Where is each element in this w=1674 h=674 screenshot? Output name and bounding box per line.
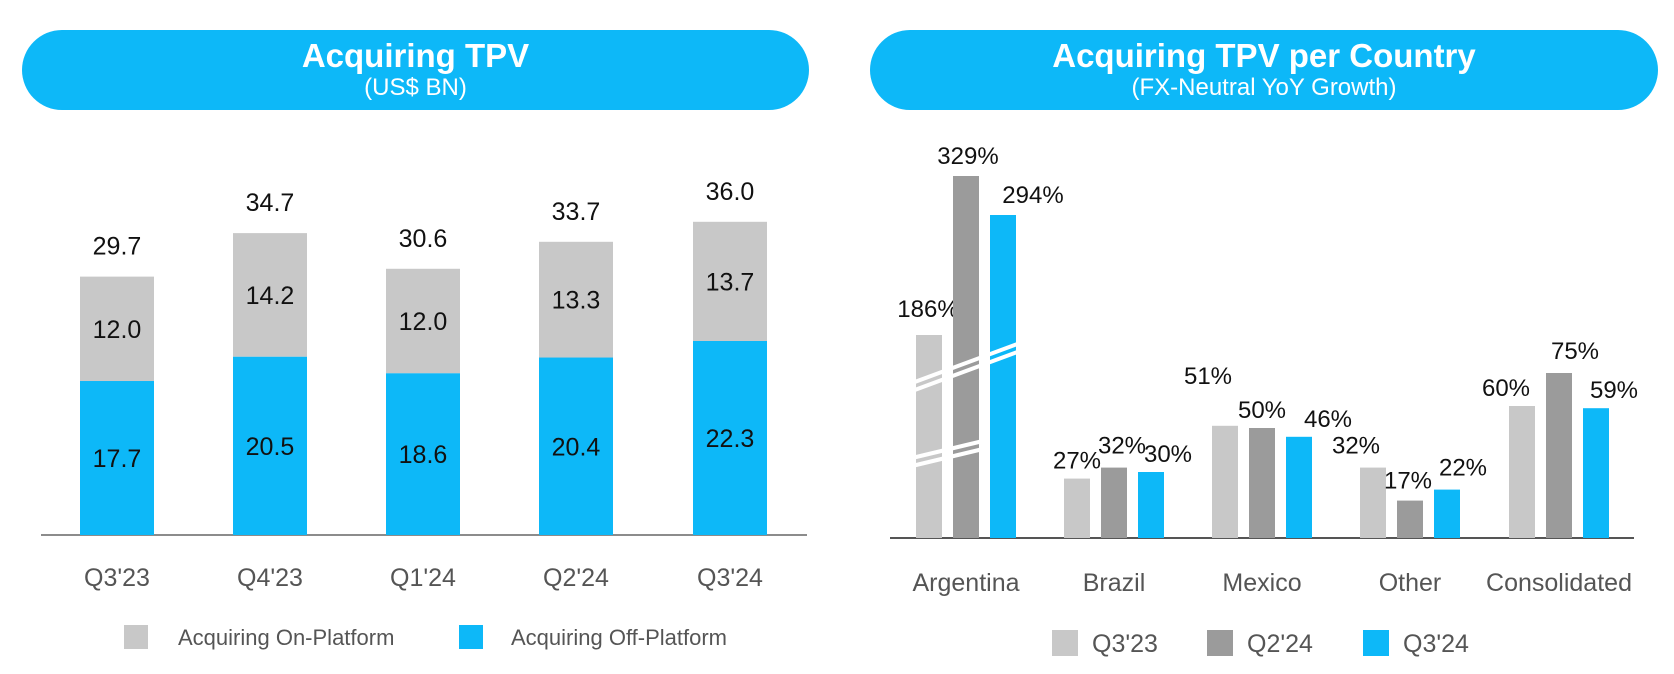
legend-swatch <box>459 625 483 649</box>
data-label-on-platform: 12.0 <box>93 316 142 344</box>
data-label-off-platform: 20.4 <box>552 433 601 461</box>
x-tick-label: Argentina <box>912 569 1019 597</box>
data-label-on-platform: 12.0 <box>399 308 448 336</box>
tpv-stacked-bar-chart: 17.7 12.0 29.7 Q3'23 20.5 14.2 34.7 Q4'23 18.6 12… <box>41 178 807 650</box>
bar-on-platform <box>386 268 460 374</box>
bar-q323 <box>1212 425 1238 538</box>
bar-on-platform <box>693 221 767 341</box>
legend-swatch <box>1052 630 1078 656</box>
data-label: 50% <box>1238 397 1286 424</box>
legend-label: Acquiring On-Platform <box>178 625 394 650</box>
data-label: 60% <box>1482 375 1530 402</box>
data-label: 32% <box>1332 433 1380 460</box>
data-label: 75% <box>1551 338 1599 365</box>
data-label-on-platform: 13.3 <box>552 287 601 315</box>
data-label-total: 29.7 <box>93 233 142 261</box>
legend-label: Q2'24 <box>1247 630 1313 658</box>
data-label: 294% <box>1002 182 1063 209</box>
legend-swatch <box>1363 630 1389 656</box>
bar-on-platform <box>233 233 307 357</box>
axis-break-line <box>911 341 1021 385</box>
data-label: 59% <box>1590 377 1638 404</box>
bar-q224 <box>1546 373 1572 538</box>
data-label: 22% <box>1439 455 1487 482</box>
x-tick-label: Q3'23 <box>84 564 150 592</box>
data-label-on-platform: 13.7 <box>706 268 755 296</box>
country-growth-bar-chart: 186%329%294%Argentina27%32%30%Brazil51%5… <box>890 143 1638 658</box>
tpv-chart-subtitle: (US$ BN) <box>364 74 467 101</box>
x-tick-label: Q3'24 <box>697 564 763 592</box>
data-label: 30% <box>1144 441 1192 468</box>
axis-break-line <box>911 447 984 468</box>
bar-q324 <box>1138 472 1164 538</box>
legend-swatch <box>124 625 148 649</box>
bar-q324 <box>1434 489 1460 538</box>
x-tick-label: Consolidated <box>1486 569 1632 597</box>
tpv-chart-title: Acquiring TPV <box>301 37 530 74</box>
legend-label: Q3'23 <box>1092 630 1158 658</box>
data-label: 329% <box>937 143 998 170</box>
data-label-off-platform: 22.3 <box>706 425 755 453</box>
data-label: 17% <box>1384 468 1432 495</box>
data-label-total: 36.0 <box>706 178 755 206</box>
bar-on-platform <box>539 241 613 358</box>
x-tick-label: Q4'23 <box>237 564 303 592</box>
data-label: 27% <box>1053 448 1101 475</box>
bar-q224 <box>1397 500 1423 538</box>
x-tick-label: Q1'24 <box>390 564 456 592</box>
data-label-total: 34.7 <box>246 189 295 217</box>
country-legend: Q3'23 Q2'24 Q3'24 <box>1052 630 1469 658</box>
data-label-off-platform: 17.7 <box>93 445 142 473</box>
bar-on-platform <box>80 276 154 382</box>
bar-off-platform <box>539 357 613 535</box>
bar-off-platform <box>80 381 154 535</box>
legend-swatch <box>1207 630 1233 656</box>
legend-label: Q3'24 <box>1403 630 1469 658</box>
country-chart-title: Acquiring TPV per Country <box>1052 37 1476 74</box>
data-label: 51% <box>1184 363 1232 390</box>
bar-q224 <box>1101 467 1127 538</box>
legend-label: Acquiring Off-Platform <box>511 625 727 650</box>
axis-break-line <box>911 349 1021 393</box>
bar-q224 <box>1249 428 1275 538</box>
bar-q323 <box>1064 478 1090 538</box>
bar-off-platform <box>386 373 460 535</box>
country-chart-subtitle: (FX-Neutral YoY Growth) <box>1131 74 1397 101</box>
data-label: 46% <box>1304 406 1352 433</box>
bar-off-platform <box>233 356 307 535</box>
data-label-off-platform: 18.6 <box>399 441 448 469</box>
data-label: 32% <box>1098 433 1146 460</box>
axis-break-line <box>911 439 984 460</box>
bar-q323 <box>1360 467 1386 538</box>
data-label-total: 33.7 <box>552 198 601 226</box>
x-tick-label: Other <box>1379 569 1442 597</box>
country-title-banner: Acquiring TPV per Country (FX-Neutral Yo… <box>870 30 1658 110</box>
data-label-on-platform: 14.2 <box>246 282 295 310</box>
bar-q323 <box>1509 406 1535 538</box>
bar-q324 <box>990 215 1016 538</box>
data-label-total: 30.6 <box>399 225 448 253</box>
bar-q323 <box>916 335 942 538</box>
bar-q224 <box>953 176 979 538</box>
bar-q324 <box>1286 436 1312 538</box>
data-label-off-platform: 20.5 <box>246 433 295 461</box>
x-tick-label: Brazil <box>1083 569 1146 597</box>
x-tick-label: Q2'24 <box>543 564 609 592</box>
x-tick-label: Mexico <box>1222 569 1301 597</box>
bar-off-platform <box>693 340 767 535</box>
bar-q324 <box>1583 408 1609 538</box>
tpv-legend: Acquiring On-Platform Acquiring Off-Platf… <box>124 625 727 650</box>
axis-break-marker <box>911 341 1021 468</box>
tpv-title-banner: Acquiring TPV (US$ BN) <box>22 30 809 110</box>
data-label: 186% <box>897 296 958 323</box>
